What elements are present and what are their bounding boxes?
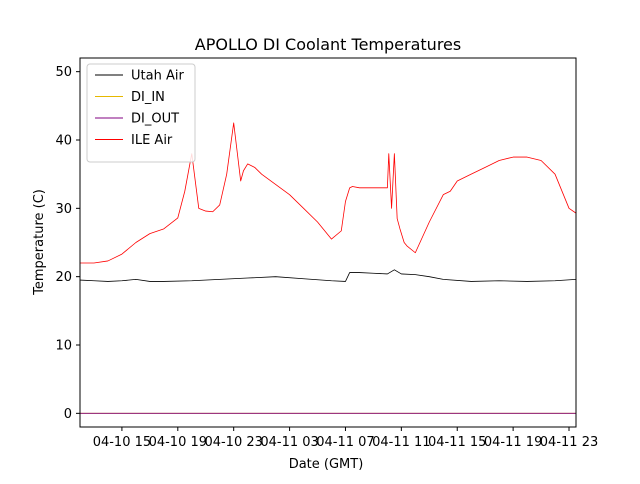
chart-title: APOLLO DI Coolant Temperatures bbox=[195, 35, 461, 54]
legend-box bbox=[86, 63, 196, 163]
legend-label: ILE Air bbox=[131, 133, 173, 148]
x-tick-label: 04-10 19 bbox=[149, 435, 207, 450]
x-tick-label: 04-11 11 bbox=[372, 435, 430, 450]
y-tick-label: 20 bbox=[55, 270, 72, 285]
x-tick-label: 04-11 03 bbox=[260, 435, 318, 450]
legend: Utah Air DI_IN DI_OUT ILE Air bbox=[86, 63, 196, 163]
y-axis-label: Temperature (C) bbox=[32, 189, 47, 296]
x-tick-label: 04-11 07 bbox=[316, 435, 374, 450]
x-axis-label: Date (GMT) bbox=[289, 457, 364, 472]
y-tick-label: 0 bbox=[64, 407, 72, 422]
series-line-utah-air bbox=[80, 269, 576, 282]
y-tick-label: 10 bbox=[55, 339, 72, 354]
x-tick-label: 04-10 23 bbox=[204, 435, 262, 450]
legend-label: DI_OUT bbox=[131, 112, 179, 127]
x-tick-label: 04-11 15 bbox=[428, 435, 486, 450]
x-tick-label: 04-11 19 bbox=[484, 435, 542, 450]
legend-label: DI_IN bbox=[131, 90, 165, 105]
y-tick-label: 50 bbox=[55, 65, 72, 80]
y-tick-label: 30 bbox=[55, 202, 72, 217]
x-tick-label: 04-11 23 bbox=[540, 435, 598, 450]
legend-label: Utah Air bbox=[131, 69, 184, 84]
x-tick-label: 04-10 15 bbox=[93, 435, 151, 450]
axes-frame bbox=[79, 57, 577, 428]
y-tick-label: 40 bbox=[55, 134, 72, 149]
